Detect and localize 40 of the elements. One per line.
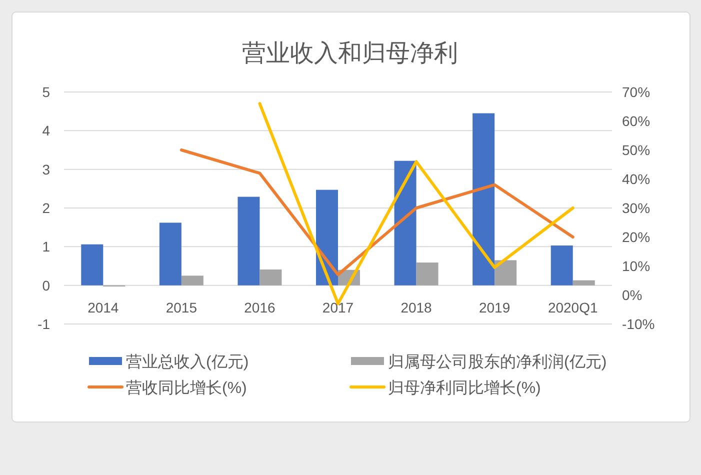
bar xyxy=(494,260,517,286)
y2-tick-label: 60% xyxy=(622,113,650,129)
legend-label: 营业总收入(亿元) xyxy=(126,353,249,371)
bar xyxy=(238,196,260,286)
bar xyxy=(572,280,595,286)
x-tick-label: 2020Q1 xyxy=(548,299,598,316)
legend-label: 归属母公司股东的净利润(亿元) xyxy=(388,353,607,371)
x-tick-label: 2017 xyxy=(322,299,354,316)
legend-label: 营收同比增长(%) xyxy=(126,379,247,397)
y-tick-label: 0 xyxy=(42,277,50,294)
x-tick-label: 2018 xyxy=(400,299,432,316)
bar xyxy=(550,246,573,286)
y2-tick-label: 30% xyxy=(622,200,650,216)
y2-tick-label: 20% xyxy=(622,229,650,245)
bar xyxy=(181,276,204,286)
y2-tick-label: 0% xyxy=(622,287,642,303)
chart-title: 营业收入和归母净利 xyxy=(242,40,458,67)
y2-tick-label: 70% xyxy=(622,84,650,100)
y-tick-label: 4 xyxy=(42,122,50,139)
y-tick-label: 1 xyxy=(42,238,50,255)
bar xyxy=(394,160,416,286)
bar xyxy=(159,222,182,286)
y2-tick-label: -10% xyxy=(622,316,655,332)
y2-tick-label: 40% xyxy=(622,171,650,187)
y-tick-label: 3 xyxy=(42,161,50,178)
y2-tick-label: 50% xyxy=(622,142,650,158)
bar xyxy=(81,244,104,286)
x-tick-label: 2014 xyxy=(88,299,119,316)
y-tick-label: 5 xyxy=(42,84,50,100)
x-tick-label: 2015 xyxy=(166,299,198,316)
bar xyxy=(472,113,495,286)
y-tick-label: 2 xyxy=(42,200,50,216)
bar xyxy=(260,269,282,286)
legend-label: 归母净利同比增长(%) xyxy=(388,379,541,397)
y2-tick-label: 10% xyxy=(622,258,650,274)
y-tick-label: -1 xyxy=(38,316,50,332)
line-series xyxy=(180,148,574,276)
bar xyxy=(416,262,438,286)
x-tick-label: 2016 xyxy=(244,299,276,316)
x-tick-label: 2019 xyxy=(478,299,510,316)
